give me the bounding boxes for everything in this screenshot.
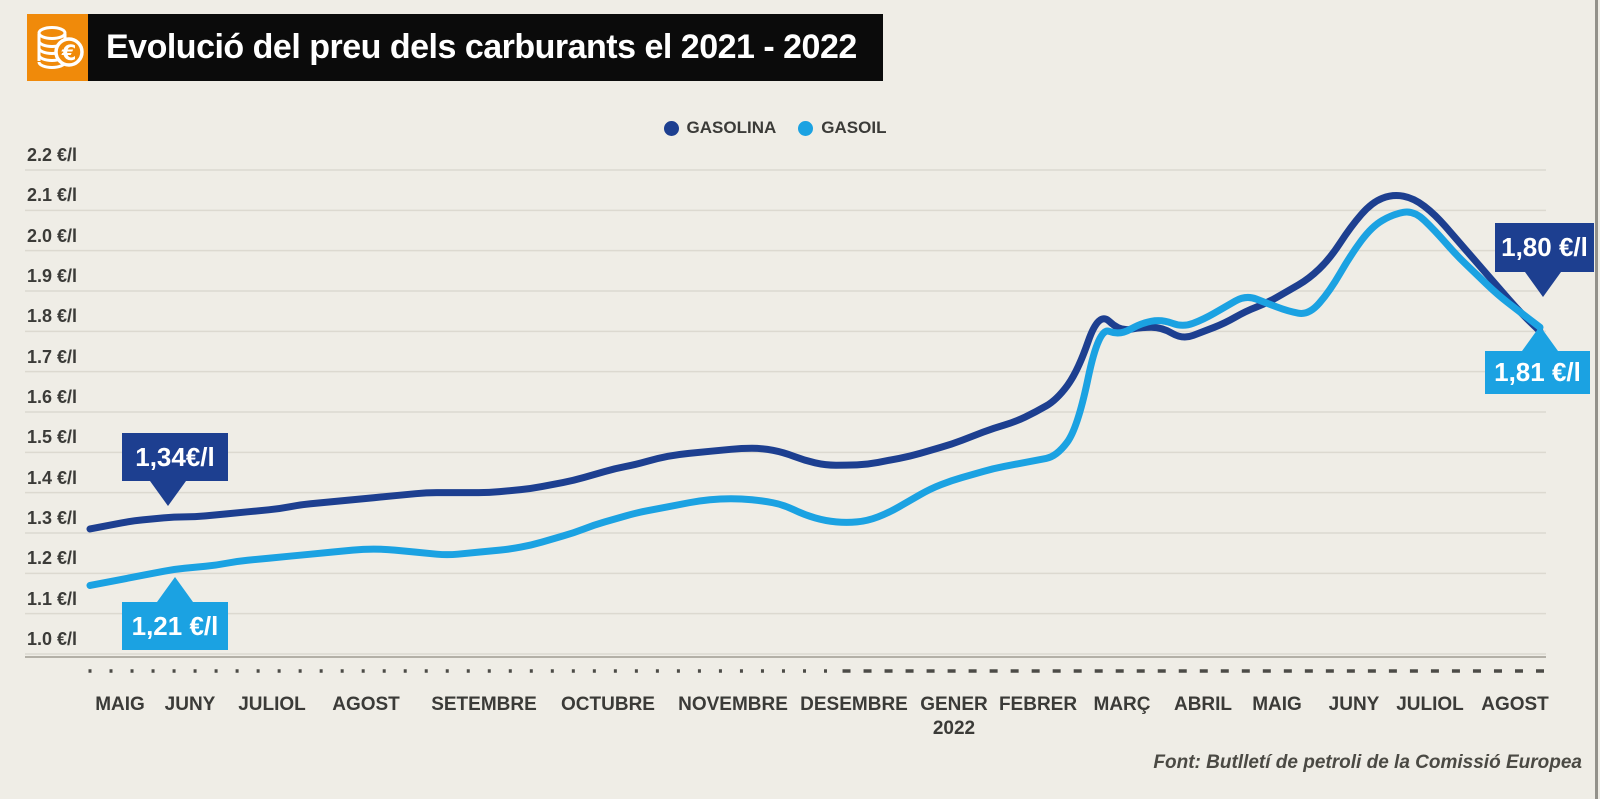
coins-euro-icon: € xyxy=(27,14,88,81)
callout-value: 1,34€/l xyxy=(135,441,215,472)
y-axis-label: 1.1 €/l xyxy=(27,588,78,609)
legend-dot-icon xyxy=(798,120,814,136)
y-axis-label: 1.4 €/l xyxy=(27,467,78,488)
month-label: SETEMBRE xyxy=(431,694,537,715)
legend-item: GASOLINA xyxy=(663,118,777,138)
header: € Evolució del preu dels carburants el 2… xyxy=(27,14,883,81)
month-label: AGOST xyxy=(1481,694,1549,715)
month-label: ABRIL xyxy=(1173,694,1233,715)
callout-value: 1,80 €/l xyxy=(1501,232,1588,262)
legend-item: GASOIL xyxy=(798,118,886,138)
callout-pointer-icon xyxy=(150,481,186,506)
callout-pointer-icon xyxy=(1525,272,1561,297)
month-label: MAIG xyxy=(95,694,145,715)
callout-gasolina-end: 1,80 €/l xyxy=(1495,223,1594,297)
callout-gasolina-start: 1,34€/l xyxy=(122,433,228,506)
y-axis-label: 2.1 €/l xyxy=(27,185,78,206)
y-axis-label: 1.8 €/l xyxy=(27,306,78,327)
callout-gasoil-start: 1,21 €/l xyxy=(122,577,228,650)
month-label: NOVEMBRE xyxy=(678,694,788,715)
legend-dot-icon xyxy=(663,120,679,136)
frame-border xyxy=(1595,0,1598,799)
month-label: DESEMBRE xyxy=(800,694,908,715)
callout-value: 1,81 €/l xyxy=(1494,357,1581,387)
year-label: 2022 xyxy=(932,718,976,739)
callout-value: 1,21 €/l xyxy=(131,610,219,641)
month-label: OCTUBRE xyxy=(561,694,655,715)
callout-pointer-icon xyxy=(157,577,193,602)
source-note: Font: Butlletí de petroli de la Comissió… xyxy=(1153,752,1582,773)
y-axis-label: 2.0 €/l xyxy=(27,225,78,246)
month-label: GENER 2022 xyxy=(920,694,988,739)
callout-gasoil-end: 1,81 €/l xyxy=(1485,326,1590,394)
title-band: Evolució del preu dels carburants el 202… xyxy=(88,14,883,81)
month-label: AGOST xyxy=(332,694,400,715)
y-axis-label: 1.2 €/l xyxy=(27,548,78,569)
legend-label: GASOLINA xyxy=(686,118,777,137)
legend-label: GASOIL xyxy=(821,118,887,137)
y-axis-label: 1.9 €/l xyxy=(27,266,78,286)
y-axis-label: 1.6 €/l xyxy=(27,387,78,407)
gasoil-line xyxy=(86,208,1544,589)
y-axis-label: 1.3 €/l xyxy=(27,508,78,528)
y-axis-label: 1.0 €/l xyxy=(27,629,78,649)
page-title: Evolució del preu dels carburants el 202… xyxy=(106,28,857,66)
y-axis-label: 1.7 €/l xyxy=(27,346,78,367)
month-label: MARÇ xyxy=(1093,694,1151,715)
y-axis-label: 1.5 €/l xyxy=(27,427,78,448)
month-label: FEBRER xyxy=(998,694,1078,715)
month-label: JULIOL xyxy=(1396,694,1464,715)
month-label: JULIOL xyxy=(238,694,306,715)
chart-legend: GASOLINA GASOIL xyxy=(0,118,1550,138)
y-axis-label: 2.2 €/l xyxy=(27,145,78,165)
gasolina-line xyxy=(86,192,1544,533)
month-label: MAIG xyxy=(1252,694,1302,715)
svg-text:€: € xyxy=(60,41,76,65)
month-label: JUNY xyxy=(164,694,216,715)
callout-pointer-icon xyxy=(1522,326,1558,351)
month-label: JUNY xyxy=(1328,694,1380,715)
